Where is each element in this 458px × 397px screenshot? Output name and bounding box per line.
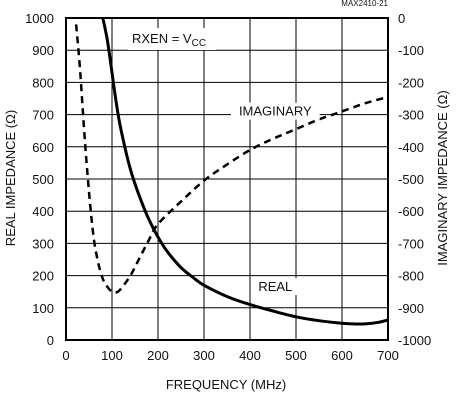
right-y-tick-label: -600 bbox=[398, 204, 424, 219]
right-y-tick-labels: 0 -100 -200 -300 -400 -500 -600 -700 -800 -900 -10… bbox=[398, 11, 431, 348]
series-line-real bbox=[101, 18, 388, 326]
x-tick-label: 300 bbox=[193, 348, 215, 363]
condition-sub: CC bbox=[192, 38, 206, 49]
left-y-tick-label: 1000 bbox=[25, 11, 54, 26]
right-y-tick-label: -500 bbox=[398, 172, 424, 187]
x-tick-label: 700 bbox=[377, 348, 399, 363]
x-tick-label: 400 bbox=[239, 348, 261, 363]
series-annotation-real: REAL bbox=[258, 279, 292, 294]
curves bbox=[74, 18, 388, 326]
x-axis-title: FREQUENCY (MHz) bbox=[166, 377, 286, 392]
condition-main: RXEN = V bbox=[132, 31, 192, 46]
svg-text:RXEN = VCC: RXEN = VCC bbox=[132, 31, 206, 49]
right-y-tick-label: -900 bbox=[398, 301, 424, 316]
right-y-tick-label: -1000 bbox=[398, 333, 431, 348]
right-y-tick-label: -400 bbox=[398, 140, 424, 155]
annotation-background bbox=[253, 278, 297, 296]
right-y-tick-label: -100 bbox=[398, 43, 424, 58]
left-y-tick-label: 500 bbox=[32, 172, 54, 187]
condition-label: RXEN = VCC bbox=[128, 28, 216, 50]
series-line-imaginary bbox=[74, 24, 388, 294]
figure-code: MAX2410-21 bbox=[341, 0, 388, 8]
x-tick-label: 200 bbox=[147, 348, 169, 363]
right-y-tick-label: 0 bbox=[398, 11, 405, 26]
left-y-axis-title: REAL IMPEDANCE (Ω) bbox=[3, 110, 18, 246]
left-y-tick-labels: 0 100 200 300 400 500 600 700 800 900 1000 bbox=[25, 11, 54, 348]
left-y-tick-label: 300 bbox=[32, 236, 54, 251]
right-y-tick-label: -700 bbox=[398, 236, 424, 251]
left-y-tick-label: 800 bbox=[32, 75, 54, 90]
left-y-tick-label: 700 bbox=[32, 108, 54, 123]
left-y-tick-label: 900 bbox=[32, 43, 54, 58]
right-y-axis-title: IMAGINARY IMPEDANCE (Ω) bbox=[435, 90, 450, 265]
series-annotation-imaginary: IMAGINARY bbox=[239, 104, 312, 119]
left-y-tick-label: 400 bbox=[32, 204, 54, 219]
x-tick-label: 600 bbox=[331, 348, 353, 363]
x-tick-labels: 0 100 200 300 400 500 600 700 bbox=[62, 348, 398, 363]
left-y-tick-label: 600 bbox=[32, 140, 54, 155]
plot-frame bbox=[65, 17, 389, 341]
annotation-background bbox=[230, 102, 320, 120]
x-tick-label: 500 bbox=[285, 348, 307, 363]
annotations: IMAGINARY REAL bbox=[230, 102, 320, 296]
grid bbox=[66, 18, 388, 340]
left-y-tick-label: 0 bbox=[47, 333, 54, 348]
right-y-tick-label: -800 bbox=[398, 269, 424, 284]
x-tick-label: 100 bbox=[101, 348, 123, 363]
x-tick-label: 0 bbox=[62, 348, 69, 363]
left-y-tick-label: 200 bbox=[32, 269, 54, 284]
right-y-tick-label: -200 bbox=[398, 75, 424, 90]
series-layer bbox=[74, 18, 388, 326]
left-y-tick-label: 100 bbox=[32, 301, 54, 316]
right-y-tick-label: -300 bbox=[398, 108, 424, 123]
